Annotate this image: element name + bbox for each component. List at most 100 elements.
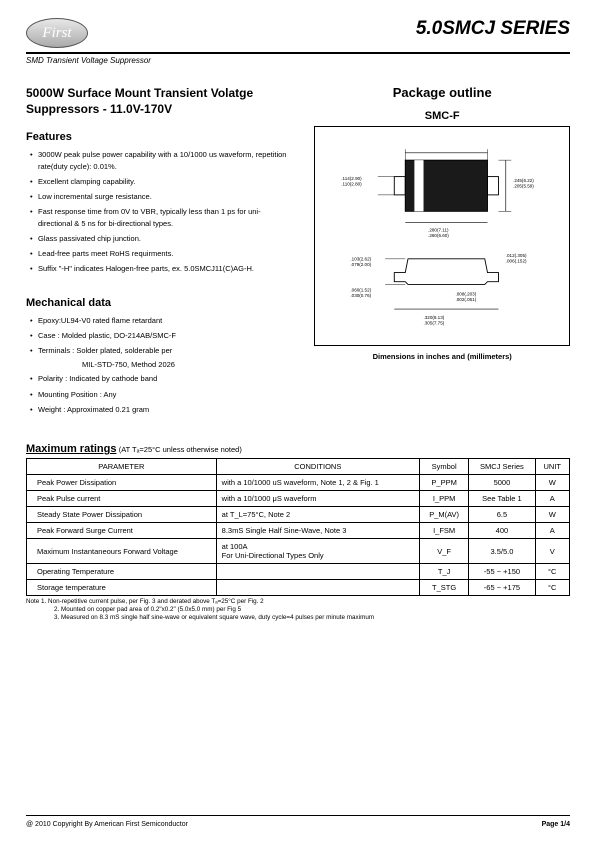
table-row: Storage temperature T_STG-65 ~ +175°C xyxy=(27,580,570,596)
ratings-heading: Maximum ratings xyxy=(26,443,116,455)
dim-d3: .280(7.11).260(6.60) xyxy=(428,227,449,237)
table-cell: at T_L=75°C, Note 2 xyxy=(216,507,419,523)
table-cell: °C xyxy=(535,580,569,596)
table-cell: V_F xyxy=(419,539,468,564)
table-cell: 5000 xyxy=(469,475,535,491)
table-cell: W xyxy=(535,475,569,491)
table-header-cell: Symbol xyxy=(419,459,468,475)
footer: @ 2010 Copyright By American First Semic… xyxy=(26,821,570,828)
table-cell: Storage temperature xyxy=(27,580,217,596)
dim-d4: .012(.305).006(.152) xyxy=(506,253,527,263)
table-cell: P_PPM xyxy=(419,475,468,491)
table-cell: with a 10/1000 uS waveform, Note 1, 2 & … xyxy=(216,475,419,491)
table-cell xyxy=(216,564,419,580)
mechanical-item: Polarity : Indicated by cathode band xyxy=(32,373,294,384)
table-cell: Peak Forward Surge Current xyxy=(27,523,217,539)
table-cell: 400 xyxy=(469,523,535,539)
table-row: Operating Temperature T_J-55 ~ +150°C xyxy=(27,564,570,580)
table-row: Peak Pulse currentwith a 10/1000 μS wave… xyxy=(27,491,570,507)
right-column: Package outline SMC-F .245(6.22).205(5.5… xyxy=(314,85,570,419)
table-row: Peak Forward Surge Current8.3mS Single H… xyxy=(27,523,570,539)
main-content: 5000W Surface Mount Transient Volatge Su… xyxy=(26,85,570,419)
package-subheading: SMC-F xyxy=(314,110,570,122)
table-header-cell: PARAMETER xyxy=(27,459,217,475)
brand-logo: First xyxy=(26,18,88,48)
dim-d1: .245(6.22).205(5.59) xyxy=(513,178,534,188)
table-row: Peak Power Dissipationwith a 10/1000 uS … xyxy=(27,475,570,491)
table-cell: V xyxy=(535,539,569,564)
table-cell: W xyxy=(535,507,569,523)
mechanical-heading: Mechanical data xyxy=(26,297,294,309)
dim-d7: .008(.203).002(.051) xyxy=(456,291,477,301)
table-cell: with a 10/1000 μS waveform xyxy=(216,491,419,507)
table-cell: T_STG xyxy=(419,580,468,596)
table-header-cell: CONDITIONS xyxy=(216,459,419,475)
dim-d5: .103(2.62).079(2.00) xyxy=(351,257,372,267)
table-cell: Steady State Power Dissipation xyxy=(27,507,217,523)
table-cell: I_FSM xyxy=(419,523,468,539)
mechanical-list: Epoxy:UL94-V0 rated flame retardant Case … xyxy=(26,315,294,416)
table-cell: See Table 1 xyxy=(469,491,535,507)
series-title: 5.0SMCJ SERIES xyxy=(416,18,570,40)
mechanical-item: Mounting Position : Any xyxy=(32,389,294,400)
table-cell: I_PPM xyxy=(419,491,468,507)
table-cell: °C xyxy=(535,564,569,580)
table-cell: Maximum Instantaneours Forward Voltage xyxy=(27,539,217,564)
table-header-cell: SMCJ Series xyxy=(469,459,535,475)
ratings-conditions: (AT Tₐ=25°C unless otherwise noted) xyxy=(119,445,242,454)
mechanical-item: Weight : Approximated 0.21 gram xyxy=(32,404,294,415)
footer-copyright: @ 2010 Copyright By American First Semic… xyxy=(26,821,188,828)
table-cell: 8.3mS Single Half Sine-Wave, Note 3 xyxy=(216,523,419,539)
table-cell: -55 ~ +150 xyxy=(469,564,535,580)
note-line: 3. Measured on 8.3 mS single half sine-w… xyxy=(26,614,570,622)
package-heading: Package outline xyxy=(314,85,570,100)
ratings-notes: Note 1. Non-repetitive current pulse, pe… xyxy=(26,598,570,623)
ratings-body: Peak Power Dissipationwith a 10/1000 uS … xyxy=(27,475,570,596)
table-cell xyxy=(216,580,419,596)
feature-item: Lead-free parts meet RoHS requirments. xyxy=(32,248,294,259)
ratings-section: Maximum ratings (AT Tₐ=25°C unless other… xyxy=(26,443,570,623)
table-cell: A xyxy=(535,523,569,539)
left-column: 5000W Surface Mount Transient Volatge Su… xyxy=(26,85,294,419)
dim-d6: .060(1.52).030(0.76) xyxy=(351,288,372,298)
header: First 5.0SMCJ SERIES xyxy=(26,18,570,48)
table-cell: P_M(AV) xyxy=(419,507,468,523)
mechanical-subitem: MIL-STD-750, Method 2026 xyxy=(32,360,294,369)
table-cell: 3.5/5.0 xyxy=(469,539,535,564)
table-cell: -65 ~ +175 xyxy=(469,580,535,596)
features-list: 3000W peak pulse power capability with a… xyxy=(26,149,294,274)
dimensions-caption: Dimensions in inches and (millimeters) xyxy=(314,352,570,361)
mechanical-item: Terminals : Solder plated, solderable pe… xyxy=(32,345,294,356)
table-cell: Operating Temperature xyxy=(27,564,217,580)
dim-d2: .114(2.90).110(2.80) xyxy=(342,176,363,186)
mechanical-item: Epoxy:UL94-V0 rated flame retardant xyxy=(32,315,294,326)
note-line: 2. Mounted on copper pad area of 0.2"x0.… xyxy=(26,606,570,614)
logo-text: First xyxy=(42,25,71,42)
package-outline-drawing: .245(6.22).205(5.59) .114(2.90).110(2.80… xyxy=(314,126,570,346)
table-header-cell: UNIT xyxy=(535,459,569,475)
table-cell: Peak Power Dissipation xyxy=(27,475,217,491)
package-svg: .245(6.22).205(5.59) .114(2.90).110(2.80… xyxy=(323,135,561,337)
dim-d8: .320(8.13).305(7.75) xyxy=(424,315,445,325)
feature-item: Excellent clamping capability. xyxy=(32,176,294,187)
footer-rule xyxy=(26,815,570,816)
feature-item: Fast response time from 0V to VBR, typic… xyxy=(32,206,294,229)
doc-subtitle: SMD Transient Voltage Suppressor xyxy=(26,56,570,65)
table-cell: 6.5 xyxy=(469,507,535,523)
note-line: Note 1. Non-repetitive current pulse, pe… xyxy=(26,598,570,606)
footer-page: Page 1/4 xyxy=(542,821,570,828)
features-heading: Features xyxy=(26,131,294,143)
table-cell: T_J xyxy=(419,564,468,580)
table-cell: A xyxy=(535,491,569,507)
table-cell: Peak Pulse current xyxy=(27,491,217,507)
feature-item: Suffix "-H" indicates Halogen-free parts… xyxy=(32,263,294,274)
ratings-header-row: PARAMETERCONDITIONSSymbolSMCJ SeriesUNIT xyxy=(27,459,570,475)
mechanical-item: Case : Molded plastic, DO-214AB/SMC-F xyxy=(32,330,294,341)
feature-item: Low incremental surge resistance. xyxy=(32,191,294,202)
table-row: Maximum Instantaneours Forward Voltageat… xyxy=(27,539,570,564)
table-cell: at 100A For Uni-Directional Types Only xyxy=(216,539,419,564)
product-title: 5000W Surface Mount Transient Volatge Su… xyxy=(26,85,294,117)
ratings-table: PARAMETERCONDITIONSSymbolSMCJ SeriesUNIT… xyxy=(26,458,570,596)
feature-item: Glass passivated chip junction. xyxy=(32,233,294,244)
header-rule xyxy=(26,52,570,54)
